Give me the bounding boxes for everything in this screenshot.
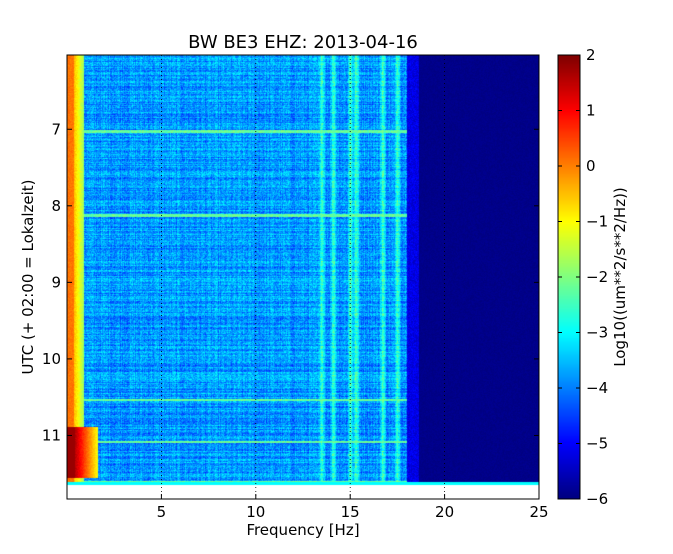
- y-tick-label: 10: [42, 350, 61, 368]
- y-tick-label: 11: [42, 426, 61, 444]
- colorbar-tick-label: −5: [586, 435, 608, 453]
- colorbar-tick-label: −4: [586, 379, 608, 397]
- x-tick-label: 10: [246, 503, 265, 521]
- colorbar-gradient: [558, 55, 580, 499]
- colorbar-label: Log10((um**2/s**2/Hz)): [611, 187, 629, 367]
- y-tick-label: 9: [51, 273, 61, 291]
- plot-frame: [66, 54, 540, 500]
- x-axis: 5 10 15 20 25: [157, 494, 549, 521]
- colorbar-tick-label: 1: [586, 102, 596, 120]
- colorbar-tick-label: 2: [586, 46, 596, 64]
- colorbar-tick-label: −2: [586, 268, 608, 286]
- chart-title: BW BE3 EHZ: 2013-04-16: [188, 32, 418, 53]
- colorbar-ticks: 2 1 0 −1 −2 −3 −4 −5 −6: [558, 46, 608, 508]
- x-tick-label: 15: [341, 503, 360, 521]
- spectrogram-heatmap: [67, 55, 539, 499]
- colorbar-tick-label: −3: [586, 324, 608, 342]
- colorbar-tick-label: −1: [586, 213, 608, 231]
- y-tick-label: 8: [51, 197, 61, 215]
- x-tick-label: 25: [529, 503, 548, 521]
- y-axis: 7 8 9 10 11: [42, 120, 539, 444]
- y-tick-label: 7: [51, 120, 61, 138]
- colorbar-tick-label: −6: [586, 490, 608, 508]
- colorbar-tick-label: 0: [586, 157, 596, 175]
- x-axis-label: Frequency [Hz]: [246, 521, 359, 539]
- x-tick-label: 20: [435, 503, 454, 521]
- y-axis-label: UTC (+ 02:00 = Lokalzeit): [19, 179, 37, 374]
- x-tick-label: 5: [157, 503, 167, 521]
